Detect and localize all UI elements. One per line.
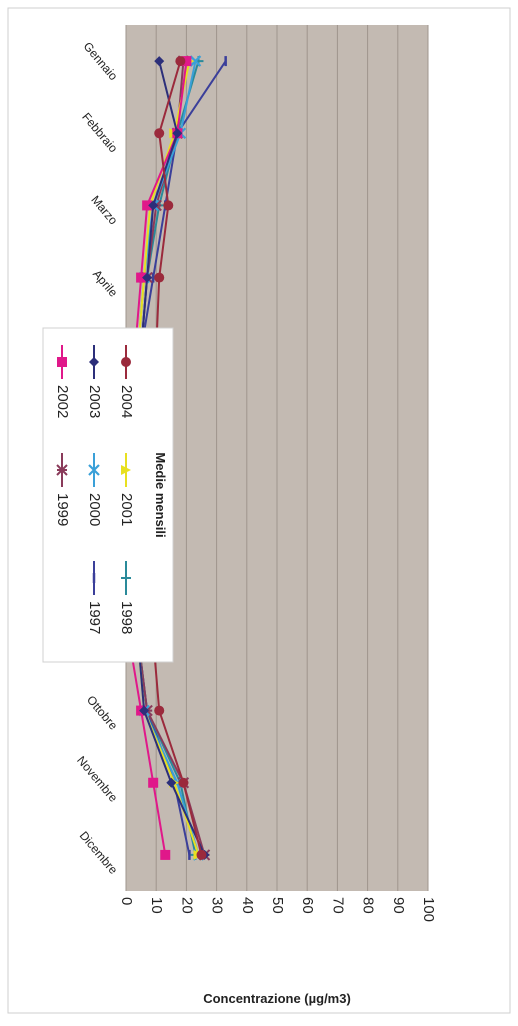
y-tick-label: 0 (118, 897, 135, 905)
data-point (154, 128, 165, 139)
data-point (139, 705, 150, 716)
data-point (89, 357, 99, 367)
data-point (88, 464, 100, 476)
data-point (148, 200, 159, 211)
data-point (142, 200, 153, 211)
y-tick-label: 90 (390, 897, 407, 914)
legend-label: 1999 (54, 493, 71, 526)
legend-label: 2002 (54, 385, 71, 418)
legend-entry: 2000 (86, 453, 103, 526)
data-point (160, 849, 171, 860)
legend-entry: 1997 (86, 561, 103, 634)
y-tick-label: 100 (420, 897, 437, 922)
data-point (121, 357, 131, 367)
data-point (148, 777, 159, 788)
y-tick-label: 30 (209, 897, 226, 914)
y-tick-label: 80 (360, 897, 377, 914)
data-point (172, 128, 183, 139)
y-axis-label: Concentrazione (µg/m3) (203, 991, 351, 1006)
data-point (142, 272, 153, 283)
legend-entry: 1999 (54, 453, 71, 526)
legend-label: 2001 (118, 493, 135, 526)
chart-border (7, 7, 511, 1014)
legend-label: 1997 (86, 601, 103, 634)
legend-entry: 2001 (118, 453, 135, 526)
data-point (57, 357, 67, 367)
y-tick-label: 10 (148, 897, 165, 914)
data-point (163, 200, 174, 211)
y-tick-label: 60 (299, 897, 316, 914)
data-point (121, 573, 131, 583)
rotated-chart-group: 0 10 20 30 40 50 60 70 80 90 100 GennaioFebbraioMa… (42, 25, 437, 1006)
data-point (196, 849, 207, 860)
legend-box (42, 327, 174, 663)
data-point (56, 464, 68, 476)
data-point (154, 56, 165, 67)
data-point (175, 56, 186, 67)
legend-items: 2004 2003 2002 2001 2000 1999 1998 1997 (54, 345, 135, 634)
data-point (178, 777, 189, 788)
data-point (166, 777, 177, 788)
legend-entry: 2003 (86, 345, 103, 418)
data-point (154, 705, 165, 716)
legend-title: Medie mensili (153, 452, 168, 537)
data-point (154, 272, 165, 283)
legend-label: 2000 (86, 493, 103, 526)
y-tick-label: 70 (329, 897, 346, 914)
y-axis-ticks: 0 10 20 30 40 50 60 70 80 90 100 (118, 897, 437, 922)
data-point (121, 465, 131, 475)
y-tick-label: 40 (239, 897, 256, 914)
legend-label: 1998 (118, 601, 135, 634)
data-point (136, 272, 147, 283)
legend-entry: 2004 (118, 345, 135, 418)
legend: Medie mensili 2004 2003 2002 2001 2000 1999 19… (42, 327, 174, 663)
legend-entry: 2002 (54, 345, 71, 418)
y-tick-label: 20 (178, 897, 195, 914)
legend-label: 2004 (118, 385, 135, 418)
legend-entry: 1998 (118, 561, 135, 634)
legend-label: 2003 (86, 385, 103, 418)
gridlines (125, 25, 429, 891)
y-tick-label: 50 (269, 897, 286, 914)
data-point (189, 55, 202, 67)
